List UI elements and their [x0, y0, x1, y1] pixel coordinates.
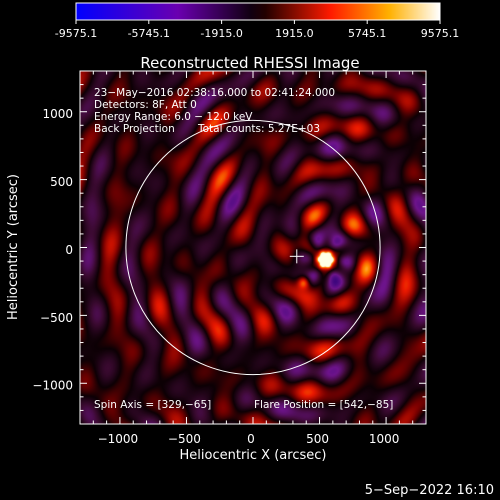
plot-area: 23−May−2016 02:38:16.000 to 02:41:24.000… [79, 70, 427, 425]
x-tick-label-2: 0 [247, 432, 255, 446]
colorbar-tick-label-3: 1915.0 [275, 27, 314, 40]
colorbar-tick-label-4: 5745.1 [348, 27, 387, 40]
annotation-total-counts: Total counts: 5.27E+03 [197, 123, 320, 135]
x-tick-label-4: 1000 [369, 432, 400, 446]
y-tick-label-0: −1000 [32, 379, 73, 393]
colorbar-ticks [75, 20, 441, 24]
colorbar-gradient [75, 2, 441, 21]
annotation-energy-range: Energy Range: 6.0 − 12.0 keV [94, 111, 253, 123]
x-tick-label-1: −500 [168, 432, 201, 446]
y-tick-label-1: −500 [40, 311, 73, 325]
axis-ticks [80, 71, 426, 424]
colorbar-tick-label-2: -1915.0 [200, 27, 242, 40]
y-axis-label: Heliocentric Y (arcsec) [6, 174, 21, 320]
colorbar: -9575.1 -5745.1 -1915.0 1915.0 5745.1 95… [55, 2, 460, 40]
solar-limb-circle [125, 119, 381, 376]
y-tick-label-4: 1000 [42, 107, 73, 121]
y-tick-label-2: 0 [65, 243, 73, 257]
heatmap-image [80, 71, 426, 424]
y-tick-label-3: 500 [50, 175, 73, 189]
annotation-time-range: 23−May−2016 02:38:16.000 to 02:41:24.000 [94, 87, 335, 99]
colorbar-tick-label-1: -5745.1 [128, 27, 170, 40]
colorbar-tick-label-0: -9575.1 [55, 27, 97, 40]
x-tick-label-0: −1000 [98, 432, 139, 446]
x-tick-label-3: 500 [306, 432, 329, 446]
flare-position-label: Flare Position = [542,−85] [254, 399, 393, 411]
plot-timestamp: 5−Sep−2022 16:10 [365, 483, 494, 498]
chart-title: Reconstructed RHESSI Image [140, 54, 359, 72]
annotation-method: Back Projection [94, 123, 175, 135]
annotation-detectors: Detectors: 8F, Att 0 [94, 99, 197, 111]
spin-axis-marker [289, 249, 304, 264]
x-axis-label: Heliocentric X (arcsec) [180, 448, 327, 463]
colorbar-tick-label-5: 9575.1 [421, 27, 460, 40]
spin-axis-label: Spin Axis = [329,−65] [94, 399, 211, 411]
